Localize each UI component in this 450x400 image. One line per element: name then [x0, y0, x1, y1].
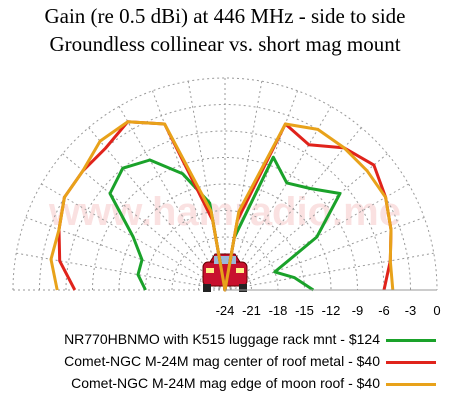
tick-label: -12	[322, 303, 341, 318]
chart-subtitle: Groundless collinear vs. short mag mount	[49, 32, 401, 56]
tick-label: -21	[242, 303, 261, 318]
tick-label: -6	[378, 303, 390, 318]
grid-spoke	[118, 106, 226, 291]
legend-label: Comet-NGC M-24M mag center of roof metal…	[64, 353, 380, 369]
legend-entry: Comet-NGC M-24M mag edge of moon roof - …	[0, 375, 450, 395]
car-icon	[202, 253, 248, 292]
grid-spoke	[88, 127, 226, 291]
legend-swatch	[386, 383, 436, 386]
legend-entry: Comet-NGC M-24M mag center of roof metal…	[0, 353, 450, 373]
grid-spoke	[224, 127, 362, 291]
legend-swatch	[386, 361, 436, 364]
legend-label: Comet-NGC M-24M mag edge of moon roof - …	[71, 375, 380, 391]
grid-spoke	[224, 106, 332, 291]
watermark-text: www.hamradio.me	[48, 190, 401, 234]
tick-label: -3	[405, 303, 417, 318]
tick-label: -15	[295, 303, 314, 318]
tick-label: -9	[352, 303, 364, 318]
grid-spoke	[224, 252, 434, 291]
chart-title: Gain (re 0.5 dBi) at 446 MHz - side to s…	[44, 4, 406, 28]
grid-spoke	[224, 153, 388, 291]
tick-label: 0	[433, 303, 440, 318]
tick-label: -24	[216, 303, 235, 318]
grid-arc	[65, 130, 385, 291]
tick-label: -18	[269, 303, 288, 318]
grid-spoke	[62, 153, 226, 291]
grid-arc	[145, 210, 305, 291]
legend-label: NR770HBNMO with K515 luggage rack mnt - …	[64, 331, 380, 347]
legend-swatch	[386, 339, 436, 342]
legend-entry: NR770HBNMO with K515 luggage rack mnt - …	[0, 331, 450, 351]
